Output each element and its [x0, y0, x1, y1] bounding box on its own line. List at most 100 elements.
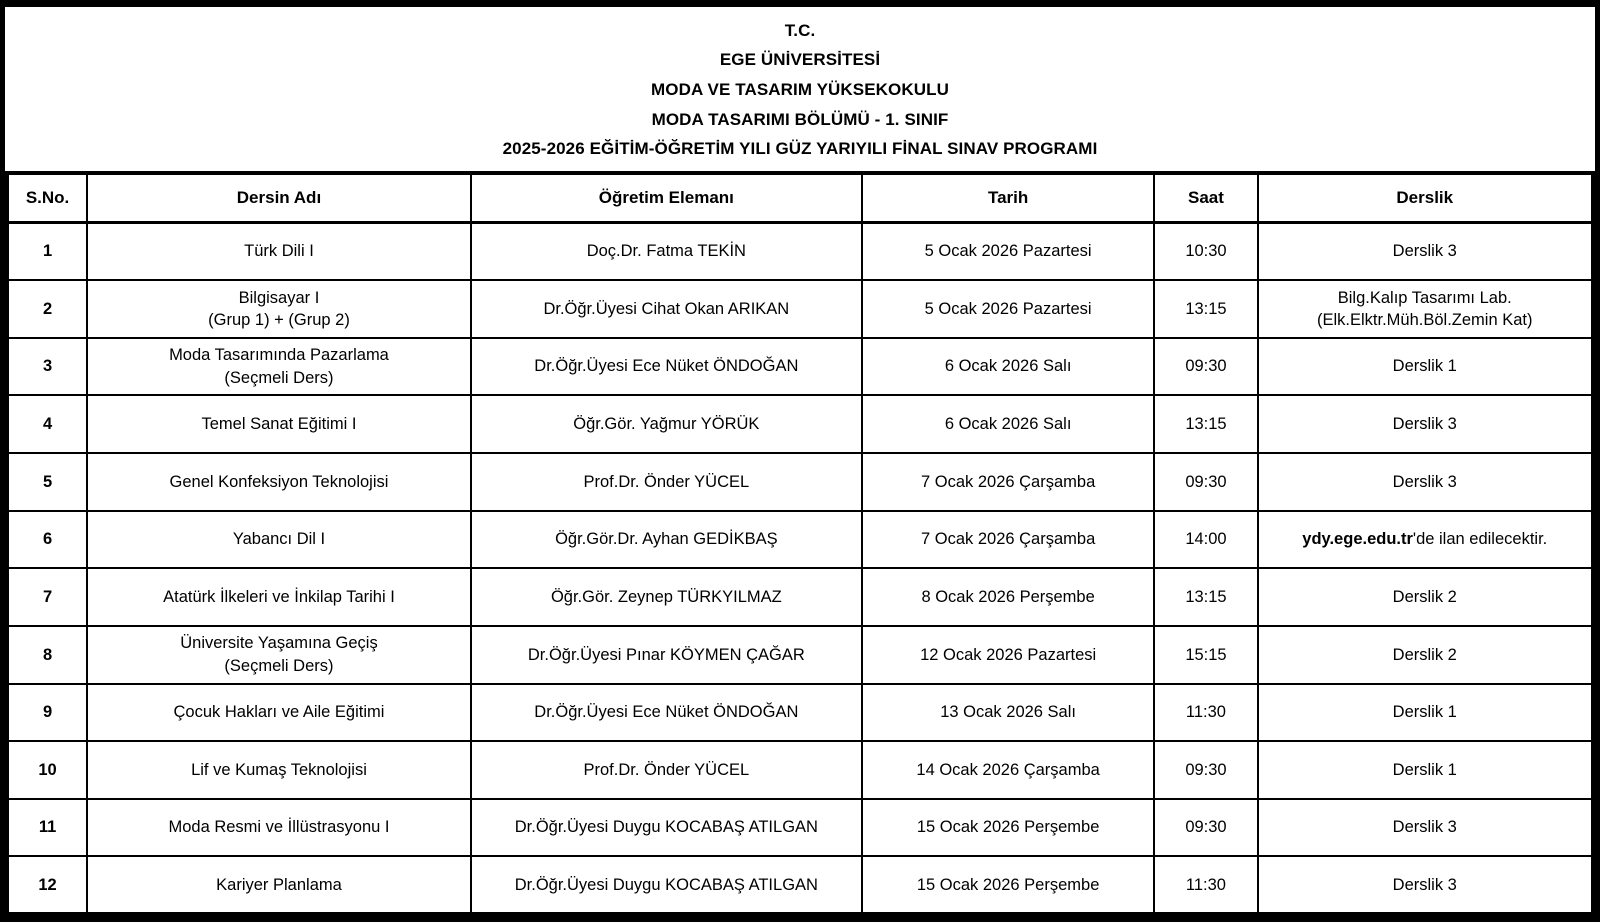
header-line-program-title: 2025-2026 EĞİTİM-ÖĞRETİM YILI GÜZ YARIYI… [502, 139, 1098, 159]
room-text: Derslik 3 [1392, 818, 1457, 837]
course-name-line: Moda Resmi ve İllüstrasyonu I [168, 818, 390, 837]
course-name-cell: Moda Resmi ve İllüstrasyonu I [86, 797, 472, 858]
column-header-instructor: Öğretim Elemanı [469, 172, 863, 224]
exam-date-cell: 6 Ocak 2026 Salı [860, 336, 1156, 397]
table-row: 8 Üniversite Yaşamına Geçiş (Seçmeli Ders)… [5, 624, 1594, 685]
room-cell: Derslik 2 [1256, 567, 1594, 627]
room-cell: Derslik 1 [1256, 740, 1594, 800]
exam-date-cell: 8 Ocak 2026 Perşembe [860, 567, 1156, 627]
course-name-cell: Genel Konfeksiyon Teknolojisi [86, 452, 472, 512]
instructor-cell: Dr.Öğr.Üyesi Duygu KOCABAŞ ATILGAN [469, 855, 863, 913]
header-line-school: MODA VE TASARIM YÜKSEKOKULU [650, 79, 949, 99]
course-name-cell: Lif ve Kumaş Teknolojisi [86, 740, 472, 800]
serial-number-cell: 7 [5, 567, 89, 627]
serial-number-cell: 4 [5, 394, 89, 454]
table-row: 11 Moda Resmi ve İllüstrasyonu I Dr.Öğr.Üy… [5, 797, 1594, 858]
instructor-cell: Dr.Öğr.Üyesi Ece Nüket ÖNDOĞAN [469, 682, 863, 743]
table-row: 2 Bilgisayar I (Grup 1) + (Grup 2) Dr.Öğr.Ü… [5, 279, 1594, 339]
serial-number-cell: 6 [5, 509, 89, 570]
room-url-text: ydy.ege.edu.tr [1302, 530, 1413, 549]
instructor-cell: Doç.Dr. Fatma TEKİN [469, 221, 863, 282]
course-name-cell: Moda Tasarımında Pazarlama (Seçmeli Ders) [86, 336, 472, 397]
room-cell: Derslik 1 [1256, 336, 1594, 397]
room-cell: Bilg.Kalıp Tasarımı Lab. (Elk.Elktr.Müh.B… [1256, 279, 1594, 339]
room-cell: Derslik 3 [1256, 452, 1594, 512]
exam-time-cell: 15:15 [1153, 624, 1259, 685]
exam-date-cell: 6 Ocak 2026 Salı [860, 394, 1156, 454]
exam-time-cell: 09:30 [1153, 740, 1259, 800]
exam-time-cell: 09:30 [1153, 452, 1259, 512]
room-text: Derslik 3 [1392, 242, 1457, 261]
exam-table-body: 1 Türk Dili I Doç.Dr. Fatma TEKİN 5 Ocak 20… [5, 221, 1594, 913]
course-name-cell: Bilgisayar I (Grup 1) + (Grup 2) [86, 279, 472, 339]
course-name-line: Kariyer Planlama [216, 875, 342, 894]
instructor-cell: Dr.Öğr.Üyesi Duygu KOCABAŞ ATILGAN [469, 797, 863, 858]
instructor-cell: Prof.Dr. Önder YÜCEL [469, 452, 863, 512]
exam-schedule-table: S.No. Dersin Adı Öğretim Elemanı Tarih S… [5, 171, 1595, 913]
serial-number-cell: 9 [5, 682, 89, 743]
room-cell: Derslik 2 [1256, 624, 1594, 685]
course-name-line: Bilgisayar I [238, 288, 320, 307]
course-name-cell: Temel Sanat Eğitimi I [86, 394, 472, 454]
column-header-room: Derslik [1256, 172, 1594, 224]
course-name-line: Genel Konfeksiyon Teknolojisi [169, 472, 389, 491]
table-row: 9 Çocuk Hakları ve Aile Eğitimi Dr.Öğr.Üye… [5, 682, 1594, 743]
serial-number-cell: 3 [5, 336, 89, 397]
header-line-university: EGE ÜNİVERSİTESİ [719, 50, 881, 70]
exam-time-cell: 09:30 [1153, 336, 1259, 397]
table-header-row: S.No. Dersin Adı Öğretim Elemanı Tarih S… [5, 172, 1594, 224]
exam-time-cell: 11:30 [1153, 682, 1259, 743]
exam-time-cell: 13:15 [1153, 567, 1259, 627]
instructor-cell: Dr.Öğr.Üyesi Pınar KÖYMEN ÇAĞAR [469, 624, 863, 685]
room-cell: Derslik 3 [1256, 797, 1594, 858]
table-row: 12 Kariyer Planlama Dr.Öğr.Üyesi Duygu KOC… [5, 855, 1594, 913]
room-cell: Derslik 3 [1256, 221, 1594, 282]
room-text: Derslik 2 [1392, 645, 1457, 664]
table-row: 4 Temel Sanat Eğitimi I Öğr.Gör. Yağmur YÖ… [5, 394, 1594, 454]
serial-number-cell: 1 [5, 221, 89, 282]
course-name-cell: Üniversite Yaşamına Geçiş (Seçmeli Ders) [86, 624, 472, 685]
serial-number-cell: 8 [5, 624, 89, 685]
exam-time-cell: 09:30 [1153, 797, 1259, 858]
exam-date-cell: 5 Ocak 2026 Pazartesi [860, 221, 1156, 282]
table-row: 5 Genel Konfeksiyon Teknolojisi Prof.Dr. Ö… [5, 452, 1594, 512]
exam-date-cell: 5 Ocak 2026 Pazartesi [860, 279, 1156, 339]
course-name-line: Üniversite Yaşamına Geçiş [180, 634, 378, 653]
serial-number-cell: 10 [5, 740, 89, 800]
room-text: Bilg.Kalıp Tasarımı Lab. [1337, 288, 1512, 307]
exam-time-cell: 13:15 [1153, 279, 1259, 339]
header-line-department: MODA TASARIMI BÖLÜMÜ - 1. SINIF [651, 109, 949, 129]
course-name-line: Türk Dili I [244, 242, 314, 261]
exam-date-cell: 7 Ocak 2026 Çarşamba [860, 452, 1156, 512]
column-header-date: Tarih [860, 172, 1156, 224]
room-cell: Derslik 3 [1256, 855, 1594, 913]
room-cell: ydy.ege.edu.tr'de ilan edilecektir. [1256, 509, 1594, 570]
exam-date-cell: 7 Ocak 2026 Çarşamba [860, 509, 1156, 570]
table-row: 3 Moda Tasarımında Pazarlama (Seçmeli Ders… [5, 336, 1594, 397]
serial-number-cell: 2 [5, 279, 89, 339]
exam-time-cell: 13:15 [1153, 394, 1259, 454]
exam-date-cell: 15 Ocak 2026 Perşembe [860, 855, 1156, 913]
room-text: (Elk.Elktr.Müh.Böl.Zemin Kat) [1317, 310, 1533, 329]
course-name-line: (Grup 1) + (Grup 2) [208, 310, 350, 329]
room-cell: Derslik 3 [1256, 394, 1594, 454]
course-name-line: Lif ve Kumaş Teknolojisi [191, 760, 367, 779]
table-row: 10 Lif ve Kumaş Teknolojisi Prof.Dr. Önder… [5, 740, 1594, 800]
serial-number-cell: 5 [5, 452, 89, 512]
serial-number-cell: 11 [5, 797, 89, 858]
instructor-cell: Öğr.Gör. Zeynep TÜRKYILMAZ [469, 567, 863, 627]
course-name-line: Temel Sanat Eğitimi I [201, 415, 357, 434]
instructor-cell: Dr.Öğr.Üyesi Ece Nüket ÖNDOĞAN [469, 336, 863, 397]
exam-date-cell: 12 Ocak 2026 Pazartesi [860, 624, 1156, 685]
room-text: Derslik 2 [1392, 587, 1457, 606]
course-name-line: Yabancı Dil I [232, 530, 326, 549]
column-header-time: Saat [1153, 172, 1259, 224]
exam-time-cell: 14:00 [1153, 509, 1259, 570]
table-row: 7 Atatürk İlkeleri ve İnkilap Tarihi I Öğr… [5, 567, 1594, 627]
course-name-line: Çocuk Hakları ve Aile Eğitimi [173, 703, 385, 722]
column-header-sno: S.No. [5, 172, 89, 224]
room-text: Derslik 3 [1392, 875, 1457, 894]
exam-date-cell: 15 Ocak 2026 Perşembe [860, 797, 1156, 858]
course-name-cell: Türk Dili I [86, 221, 472, 282]
